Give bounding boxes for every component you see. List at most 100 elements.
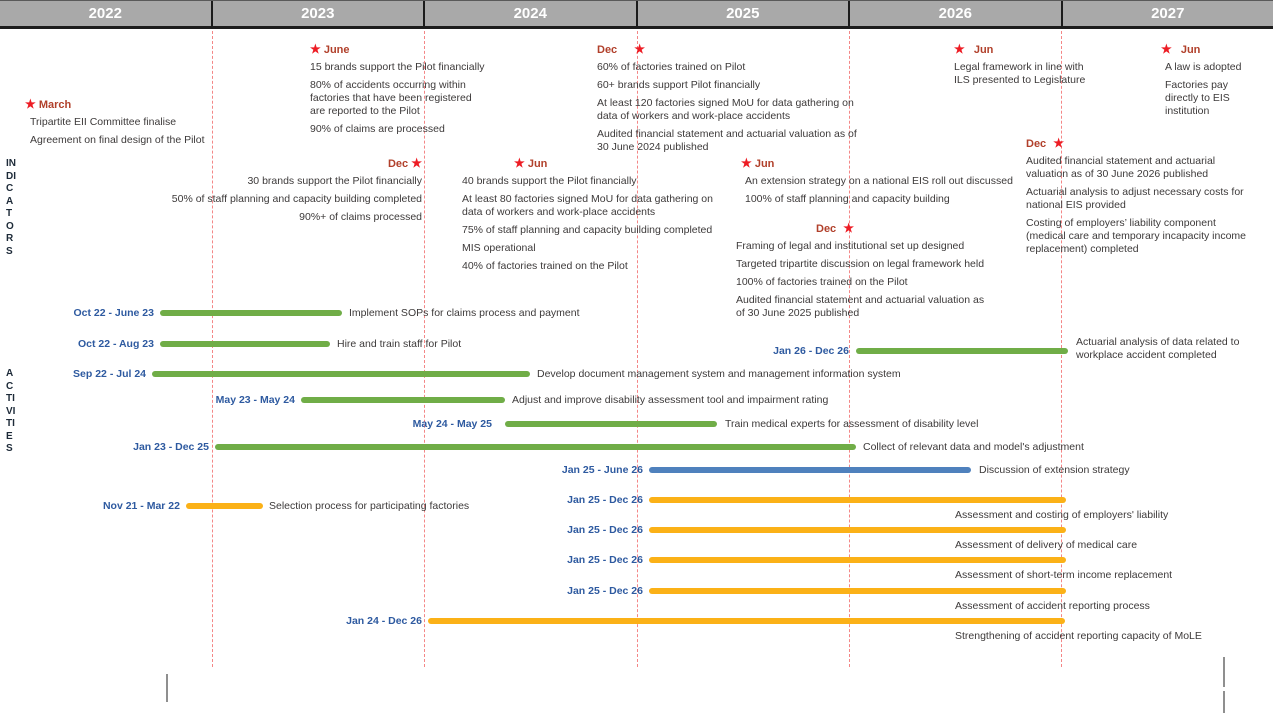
milestone-star-icon: ★ xyxy=(514,156,525,170)
milestone-header: ★ June xyxy=(310,42,490,57)
year-2025: 2025 xyxy=(638,1,850,26)
indicator-item: 40 brands support the Pilot financially xyxy=(462,175,637,187)
indicators-section-label: INDICATORS xyxy=(6,158,16,257)
indicator-item: Audited financial statement and actuaria… xyxy=(597,128,857,153)
milestone-star-icon: ★ xyxy=(843,221,855,235)
indicator-item: 30 brands support the Pilot financially xyxy=(247,175,422,187)
gantt-bar xyxy=(186,503,263,509)
year-2027: 2027 xyxy=(1151,5,1185,22)
activity-label: Assessment of accident reporting process xyxy=(955,600,1150,612)
year-gridline-2024 xyxy=(424,31,425,667)
milestone-star-icon: ★ xyxy=(954,42,965,56)
indicator-item: At least 80 factories signed MoU for dat… xyxy=(462,193,713,218)
milestone-month-label: March xyxy=(38,99,72,111)
indicator-item: 60+ brands support Pilot financially xyxy=(597,79,761,91)
page-break-tick xyxy=(166,674,168,702)
activity-label: Collect of relevant data and model's adj… xyxy=(863,441,1084,453)
milestone-month-label: June xyxy=(323,44,350,56)
activity-label: Adjust and improve disability assessment… xyxy=(512,394,829,406)
milestone-2024-dec: Dec ★ 60% of factories trained on Pilot … xyxy=(597,42,869,159)
milestone-2027-jun: ★ Jun A law is adopted Factories pay dir… xyxy=(1161,42,1261,123)
indicator-item: Actuarial analysis to adjust necessary c… xyxy=(1026,186,1244,211)
indicator-item: 40% of factories trained on the Pilot xyxy=(462,260,628,272)
milestone-2025-jun: ★ Jun An extension strategy on a nationa… xyxy=(741,156,1051,211)
milestone-month-label: Jun xyxy=(754,158,775,170)
indicator-item: MIS operational xyxy=(462,242,536,254)
milestone-star-icon: ★ xyxy=(1053,136,1065,150)
milestone-header: ★ Jun xyxy=(954,42,1114,57)
milestone-star-icon: ★ xyxy=(310,42,321,56)
activity-date: Jan 25 - June 26 xyxy=(561,464,643,476)
activity-date: Jan 25 - Dec 26 xyxy=(567,494,643,506)
indicator-item: Targeted tripartite discussion on legal … xyxy=(736,258,985,270)
activity-date: Jan 24 - Dec 26 xyxy=(346,615,422,627)
indicator-item: An extension strategy on a national EIS … xyxy=(745,175,1013,187)
gantt-bar xyxy=(160,341,330,347)
activity-date: Jan 23 - Dec 25 xyxy=(133,441,209,453)
gantt-bar xyxy=(856,348,1068,354)
milestone-2026-jun: ★ Jun Legal framework in line with ILS p… xyxy=(954,42,1114,92)
indicator-item: 15 brands support the Pilot financially xyxy=(310,61,485,73)
page-break-tick xyxy=(1223,691,1225,713)
activity-date: Oct 22 - June 23 xyxy=(73,307,154,319)
year-header: 2022 2023 2024 2025 2026 2027 xyxy=(0,0,1273,29)
gantt-bar xyxy=(428,618,1065,624)
activity-date: May 24 - May 25 xyxy=(412,418,492,430)
gantt-bar xyxy=(649,497,1066,503)
year-gridline-2026 xyxy=(849,31,850,667)
milestone-header: ★ March xyxy=(25,97,230,112)
indicator-item: Costing of employers’ liability componen… xyxy=(1026,217,1247,255)
milestone-header: Dec ★ xyxy=(132,156,422,171)
gantt-bar xyxy=(649,557,1066,563)
activity-label: Develop document management system and m… xyxy=(537,368,901,380)
indicator-item: Legal framework in line with ILS present… xyxy=(954,61,1086,86)
milestone-star-icon: ★ xyxy=(741,156,752,170)
gantt-bar xyxy=(505,421,717,427)
indicator-item: Factories pay directly to EIS institutio… xyxy=(1165,79,1230,117)
year-2024: 2024 xyxy=(425,1,638,26)
indicator-item: 80% of accidents occurring within factor… xyxy=(310,79,472,117)
activity-label: Implement SOPs for claims process and pa… xyxy=(349,307,580,319)
milestone-2023-dec: Dec ★ 30 brands support the Pilot financ… xyxy=(132,156,422,229)
activity-label: Assessment and costing of employers' lia… xyxy=(955,509,1169,521)
activity-label: Assessment of delivery of medical care xyxy=(955,539,1138,551)
activity-label: Assessment of short-term income replacem… xyxy=(955,569,1173,581)
milestone-month-label: Dec xyxy=(1026,138,1047,150)
milestone-month-label: Dec xyxy=(387,158,409,170)
milestone-header: Dec ★ xyxy=(1026,136,1254,151)
activity-date: May 23 - May 24 xyxy=(215,394,295,406)
milestone-header: ★ Jun xyxy=(1161,42,1261,57)
indicator-item: Agreement on final design of the Pilot xyxy=(30,134,205,146)
gantt-bar xyxy=(649,467,971,473)
milestone-month-label: Jun xyxy=(973,44,994,56)
milestone-header: ★ Jun xyxy=(741,156,1051,171)
milestone-month-label: Dec xyxy=(597,44,618,56)
milestone-star-icon: ★ xyxy=(1161,42,1172,56)
indicator-item: 75% of staff planning and capacity build… xyxy=(462,224,713,236)
activity-date: Jan 25 - Dec 26 xyxy=(567,554,643,566)
milestone-header: Dec ★ xyxy=(816,221,1026,236)
activity-label: Selection process for participating fact… xyxy=(269,500,470,512)
gantt-bar xyxy=(152,371,530,377)
milestone-2022-march: ★ March Tripartite EII Committee finalis… xyxy=(25,97,230,152)
activity-date: Nov 21 - Mar 22 xyxy=(102,500,180,512)
gantt-bar xyxy=(649,527,1066,533)
activity-date: Sep 22 - Jul 24 xyxy=(73,368,146,380)
milestone-2026-dec: Dec ★ Audited financial statement and ac… xyxy=(1026,136,1254,261)
milestone-header: Dec ★ xyxy=(597,42,869,57)
milestone-header: ★ Jun xyxy=(514,156,730,171)
indicator-item: Tripartite EII Committee finalise xyxy=(30,116,177,128)
gantt-bar xyxy=(301,397,505,403)
milestone-star-icon: ★ xyxy=(25,97,36,111)
indicator-item: 60% of factories trained on Pilot xyxy=(597,61,746,73)
indicator-item: 90%+ of claims processed xyxy=(299,211,422,223)
year-2023: 2023 xyxy=(213,1,425,26)
activities-section-label: ACTIVITIES xyxy=(6,368,16,454)
milestone-2023-june: ★ June 15 brands support the Pilot finan… xyxy=(310,42,490,141)
indicator-item: A law is adopted xyxy=(1165,61,1242,73)
indicator-item: Audited financial statement and actuaria… xyxy=(1026,155,1216,180)
indicator-item: 100% of factories trained on the Pilot xyxy=(736,276,908,288)
activity-date: Jan 25 - Dec 26 xyxy=(567,524,643,536)
activity-label: Train medical experts for assessment of … xyxy=(725,418,979,430)
